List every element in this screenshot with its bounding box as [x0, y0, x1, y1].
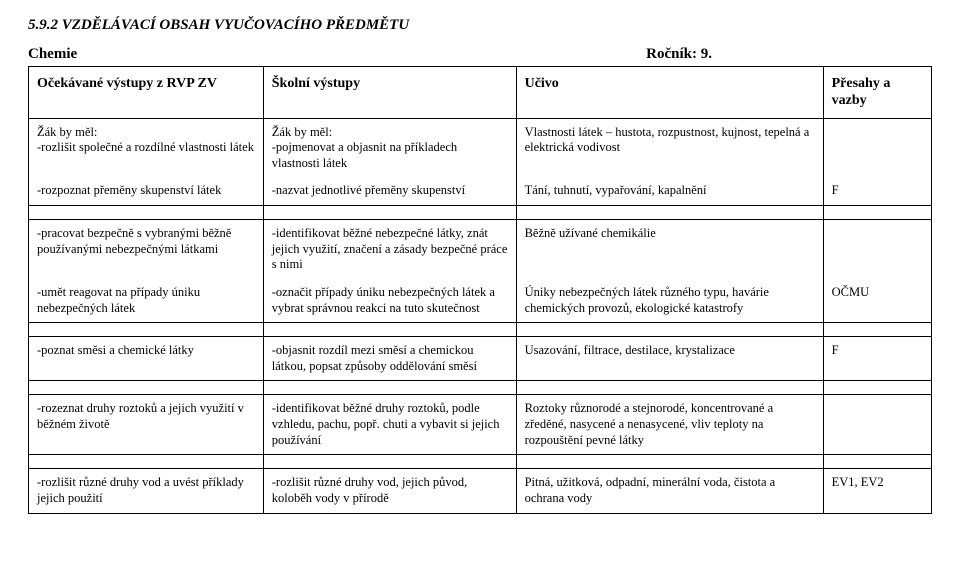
col-header-topic: Učivo	[516, 66, 823, 118]
cell	[263, 206, 516, 220]
cell	[29, 455, 264, 469]
cell: F	[823, 337, 931, 381]
table-row: -umět reagovat na případy úniku nebezpeč…	[29, 279, 932, 323]
cell	[263, 381, 516, 395]
cell: -poznat směsi a chemické látky	[29, 337, 264, 381]
cell: Roztoky různorodé a stejnorodé, koncentr…	[516, 395, 823, 455]
col-header-school: Školní výstupy	[263, 66, 516, 118]
cell: -rozlišit různé druhy vod, jejich původ,…	[263, 469, 516, 513]
grade-label: Ročník: 9.	[646, 45, 712, 64]
table-row: Žák by měl:-rozlišit společné a rozdílné…	[29, 118, 932, 177]
table-spacer	[29, 381, 932, 395]
col-header-expected: Očekávané výstupy z RVP ZV	[29, 66, 264, 118]
cell: Usazování, filtrace, destilace, krystali…	[516, 337, 823, 381]
cell	[823, 323, 931, 337]
cell: -rozeznat druhy roztoků a jejich využití…	[29, 395, 264, 455]
cell: Žák by měl:-pojmenovat a objasnit na pří…	[263, 118, 516, 177]
cell	[823, 220, 931, 279]
cell: -označit případy úniku nebezpečných láte…	[263, 279, 516, 323]
table-row: -rozlišit různé druhy vod a uvést příkla…	[29, 469, 932, 513]
cell	[516, 206, 823, 220]
cell	[823, 381, 931, 395]
cell	[263, 323, 516, 337]
cell: -nazvat jednotlivé přeměny skupenství	[263, 177, 516, 205]
cell: F	[823, 177, 931, 205]
cell: Běžně užívané chemikálie	[516, 220, 823, 279]
cell	[263, 455, 516, 469]
cell: Úniky nebezpečných látek různého typu, h…	[516, 279, 823, 323]
table-spacer	[29, 206, 932, 220]
table-row: -rozeznat druhy roztoků a jejich využití…	[29, 395, 932, 455]
cell: Žák by měl:-rozlišit společné a rozdílné…	[29, 118, 264, 177]
cell	[823, 206, 931, 220]
cell	[29, 206, 264, 220]
cell	[823, 118, 931, 177]
cell: -rozpoznat přeměny skupenství látek	[29, 177, 264, 205]
cell	[823, 395, 931, 455]
table-spacer	[29, 323, 932, 337]
cell	[516, 323, 823, 337]
cell: OČMU	[823, 279, 931, 323]
cell: Tání, tuhnutí, vypařování, kapalnění	[516, 177, 823, 205]
cell	[29, 323, 264, 337]
cell: Pitná, užitková, odpadní, minerální voda…	[516, 469, 823, 513]
subject-name: Chemie	[28, 45, 77, 64]
section-heading: 5.9.2 VZDĚLÁVACÍ OBSAH VYUČOVACÍHO PŘEDM…	[28, 16, 932, 35]
cell: -objasnit rozdíl mezi směsí a chemickou …	[263, 337, 516, 381]
cell: -identifikovat běžné nebezpečné látky, z…	[263, 220, 516, 279]
cell	[516, 381, 823, 395]
cell	[823, 455, 931, 469]
cell	[29, 381, 264, 395]
subject-row: Chemie Ročník: 9.	[28, 45, 932, 64]
cell: -pracovat bezpečně s vybranými běžně pou…	[29, 220, 264, 279]
table-row: -pracovat bezpečně s vybranými běžně pou…	[29, 220, 932, 279]
table-spacer	[29, 455, 932, 469]
cell: Vlastnosti látek – hustota, rozpustnost,…	[516, 118, 823, 177]
cell	[516, 455, 823, 469]
table-row: -rozpoznat přeměny skupenství látek -naz…	[29, 177, 932, 205]
cell: EV1, EV2	[823, 469, 931, 513]
table-header-row: Očekávané výstupy z RVP ZV Školní výstup…	[29, 66, 932, 118]
table-row: -poznat směsi a chemické látky -objasnit…	[29, 337, 932, 381]
cell: -identifikovat běžné druhy roztoků, podl…	[263, 395, 516, 455]
col-header-links: Přesahy a vazby	[823, 66, 931, 118]
curriculum-table: Očekávané výstupy z RVP ZV Školní výstup…	[28, 66, 932, 514]
cell: -umět reagovat na případy úniku nebezpeč…	[29, 279, 264, 323]
cell: -rozlišit různé druhy vod a uvést příkla…	[29, 469, 264, 513]
